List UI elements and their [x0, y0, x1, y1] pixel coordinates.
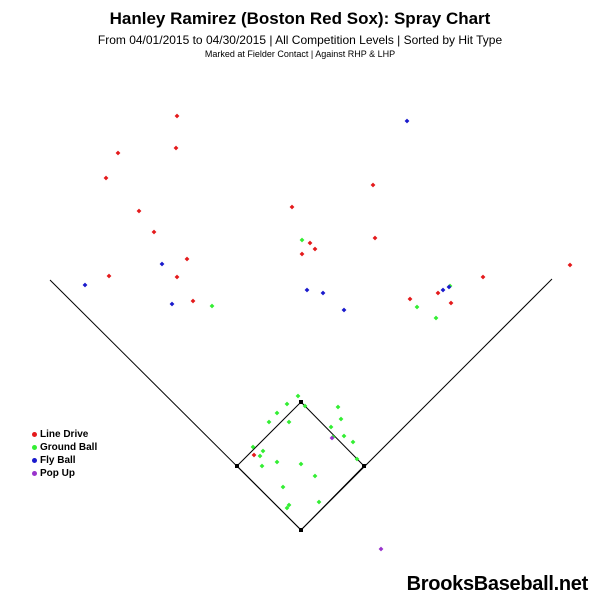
- point-fly-ball: [304, 287, 310, 293]
- field-lines: [49, 278, 553, 532]
- chart-subtitle: From 04/01/2015 to 04/30/2015 | All Comp…: [97, 33, 503, 47]
- point-ground-ball: [284, 401, 290, 407]
- point-ground-ball: [338, 416, 344, 422]
- watermark: BrooksBaseball.net: [406, 573, 589, 595]
- legend-item-ground-ball: Ground Ball: [32, 441, 97, 454]
- point-line-drive: [307, 240, 313, 246]
- point-line-drive: [480, 274, 486, 280]
- point-line-drive: [312, 246, 318, 252]
- point-fly-ball: [341, 307, 347, 313]
- point-line-drive: [289, 204, 295, 210]
- point-fly-ball: [404, 118, 410, 124]
- point-line-drive: [370, 182, 376, 188]
- point-line-drive: [407, 296, 413, 302]
- point-ground-ball: [328, 424, 334, 430]
- point-fly-ball: [446, 284, 452, 290]
- legend-marker: [32, 432, 37, 437]
- legend-item-fly-ball: Fly Ball: [32, 454, 97, 467]
- point-ground-ball: [259, 463, 265, 469]
- legend: Line Drive Ground Ball Fly Ball Pop Up: [32, 428, 97, 480]
- point-ground-ball: [341, 433, 347, 439]
- point-pop-up: [329, 435, 335, 441]
- legend-item-pop-up: Pop Up: [32, 467, 97, 480]
- second-base: [299, 400, 303, 404]
- point-fly-ball: [320, 290, 326, 296]
- point-line-drive: [173, 145, 179, 151]
- point-fly-ball: [159, 261, 165, 267]
- second-to-first-line: [300, 401, 365, 467]
- point-line-drive: [174, 113, 180, 119]
- third-to-second-line: [236, 401, 302, 467]
- point-ground-ball: [414, 304, 420, 310]
- point-line-drive: [435, 290, 441, 296]
- point-line-drive: [372, 235, 378, 241]
- point-ground-ball: [433, 315, 439, 321]
- point-line-drive: [567, 262, 573, 268]
- point-line-drive: [190, 298, 196, 304]
- point-pop-up: [378, 546, 384, 552]
- point-ground-ball: [350, 439, 356, 445]
- point-ground-ball: [250, 444, 256, 450]
- point-line-drive: [184, 256, 190, 262]
- legend-label: Fly Ball: [40, 455, 76, 466]
- data-points: [82, 113, 573, 552]
- legend-marker: [32, 445, 37, 450]
- point-ground-ball: [286, 419, 292, 425]
- legend-marker: [32, 471, 37, 476]
- legend-label: Ground Ball: [40, 442, 98, 453]
- point-line-drive: [115, 150, 121, 156]
- point-line-drive: [299, 251, 305, 257]
- third-base: [235, 464, 239, 468]
- point-fly-ball: [440, 287, 446, 293]
- point-ground-ball: [298, 461, 304, 467]
- home-to-third-line: [236, 465, 302, 531]
- point-ground-ball: [295, 393, 301, 399]
- legend-item-line-drive: Line Drive: [32, 428, 97, 441]
- point-ground-ball: [266, 419, 272, 425]
- point-line-drive: [106, 273, 112, 279]
- point-fly-ball: [82, 282, 88, 288]
- legend-label: Line Drive: [40, 429, 89, 440]
- point-ground-ball: [316, 499, 322, 505]
- point-ground-ball: [299, 237, 305, 243]
- point-ground-ball: [312, 473, 318, 479]
- point-ground-ball: [274, 410, 280, 416]
- point-ground-ball: [260, 448, 266, 454]
- point-line-drive: [174, 274, 180, 280]
- point-line-drive: [448, 300, 454, 306]
- chart-title: Hanley Ramirez (Boston Red Sox): Spray C…: [109, 9, 491, 28]
- point-ground-ball: [302, 403, 308, 409]
- point-ground-ball: [280, 484, 286, 490]
- point-line-drive: [251, 452, 257, 458]
- first-base: [362, 464, 366, 468]
- first-to-home-line: [300, 465, 365, 531]
- point-line-drive: [151, 229, 157, 235]
- point-ground-ball: [274, 459, 280, 465]
- point-ground-ball: [209, 303, 215, 309]
- point-ground-ball: [354, 456, 360, 462]
- legend-marker: [32, 458, 37, 463]
- chart-note: Marked at Fielder Contact | Against RHP …: [204, 49, 396, 59]
- point-ground-ball: [335, 404, 341, 410]
- point-ground-ball: [286, 502, 292, 508]
- point-fly-ball: [169, 301, 175, 307]
- legend-label: Pop Up: [40, 468, 75, 479]
- point-line-drive: [136, 208, 142, 214]
- point-ground-ball: [284, 505, 290, 511]
- point-line-drive: [103, 175, 109, 181]
- point-ground-ball: [257, 453, 263, 459]
- home-plate: [299, 528, 303, 532]
